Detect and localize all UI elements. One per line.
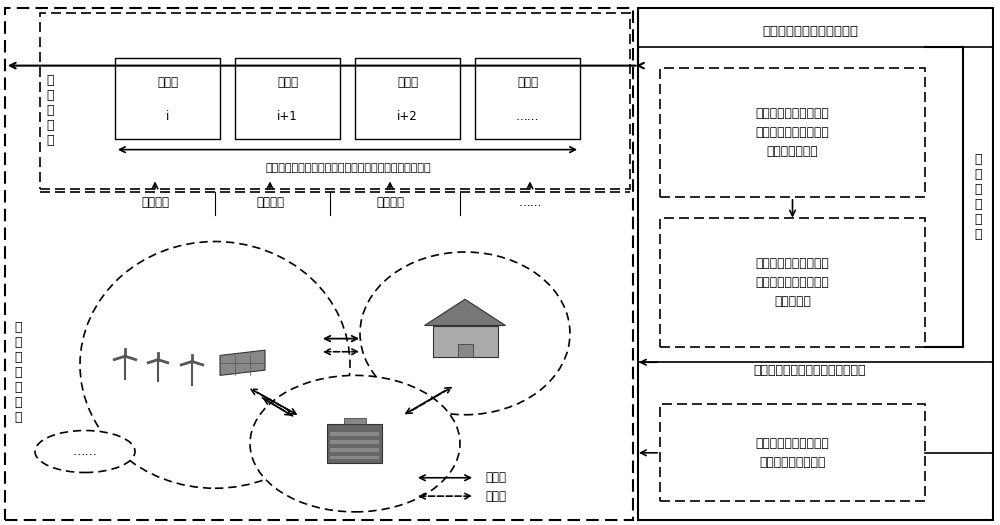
Bar — [330, 433, 379, 436]
Text: 区块体: 区块体 — [277, 76, 298, 89]
Text: 购售电量: 购售电量 — [141, 196, 169, 208]
Text: 某两个区块体之间满足条件: 某两个区块体之间满足条件 — [762, 25, 858, 38]
Bar — [660, 68, 925, 197]
Bar — [330, 456, 379, 459]
Text: 交
易
市
场
大
环
境: 交 易 市 场 大 环 境 — [14, 321, 22, 424]
Bar — [327, 424, 382, 464]
Text: 电力报价: 电力报价 — [256, 196, 284, 208]
Text: 区
块
链
网
络: 区 块 链 网 络 — [46, 74, 54, 147]
Bar — [235, 58, 340, 139]
Bar — [40, 13, 630, 189]
Text: 蚂蚁根据转移概率选择
下一个主体，直到可以
交易，停止爬行: 蚂蚁根据转移概率选择 下一个主体，直到可以 交易，停止爬行 — [756, 107, 829, 158]
Bar — [115, 58, 220, 139]
Text: 根据数学公式求解利润
值，并且记录交易主体
之间的报价: 根据数学公式求解利润 值，并且记录交易主体 之间的报价 — [756, 257, 829, 308]
Polygon shape — [424, 299, 505, 326]
Bar — [458, 344, 473, 357]
Text: 生
成
智
能
合
约: 生 成 智 能 合 约 — [974, 153, 982, 241]
Ellipse shape — [35, 430, 135, 473]
Text: 区块体: 区块体 — [517, 76, 538, 89]
Bar — [638, 8, 993, 520]
Bar — [330, 448, 379, 451]
Bar — [5, 8, 633, 520]
Bar — [432, 326, 498, 357]
Text: i+1: i+1 — [277, 110, 298, 123]
Bar — [475, 58, 580, 139]
Ellipse shape — [80, 242, 350, 488]
Ellipse shape — [360, 252, 570, 415]
Text: ……: …… — [518, 196, 542, 208]
Ellipse shape — [250, 375, 460, 512]
Text: 多次迭代，得到能交易
主体之间的最优报价: 多次迭代，得到能交易 主体之间的最优报价 — [756, 437, 829, 469]
Bar — [344, 418, 366, 424]
Text: 区块体: 区块体 — [157, 76, 178, 89]
Bar — [330, 440, 379, 444]
Text: ……: …… — [516, 110, 539, 123]
Bar — [660, 218, 925, 346]
Text: i+2: i+2 — [397, 110, 418, 123]
Bar — [660, 404, 925, 501]
Polygon shape — [220, 350, 265, 375]
Text: i: i — [166, 110, 169, 123]
Text: 信息流: 信息流 — [485, 490, 506, 502]
Text: ……: …… — [72, 445, 98, 458]
Text: 对应的市场主体之间进行电力交易: 对应的市场主体之间进行电力交易 — [754, 364, 866, 376]
Text: 能量流: 能量流 — [485, 471, 506, 484]
Text: 身份信息: 身份信息 — [376, 196, 404, 208]
Bar — [355, 58, 460, 139]
Text: 区块体: 区块体 — [397, 76, 418, 89]
Text: 各区块根据自身需求购买信息、解密信息、判断是否交易: 各区块根据自身需求购买信息、解密信息、判断是否交易 — [265, 163, 431, 173]
